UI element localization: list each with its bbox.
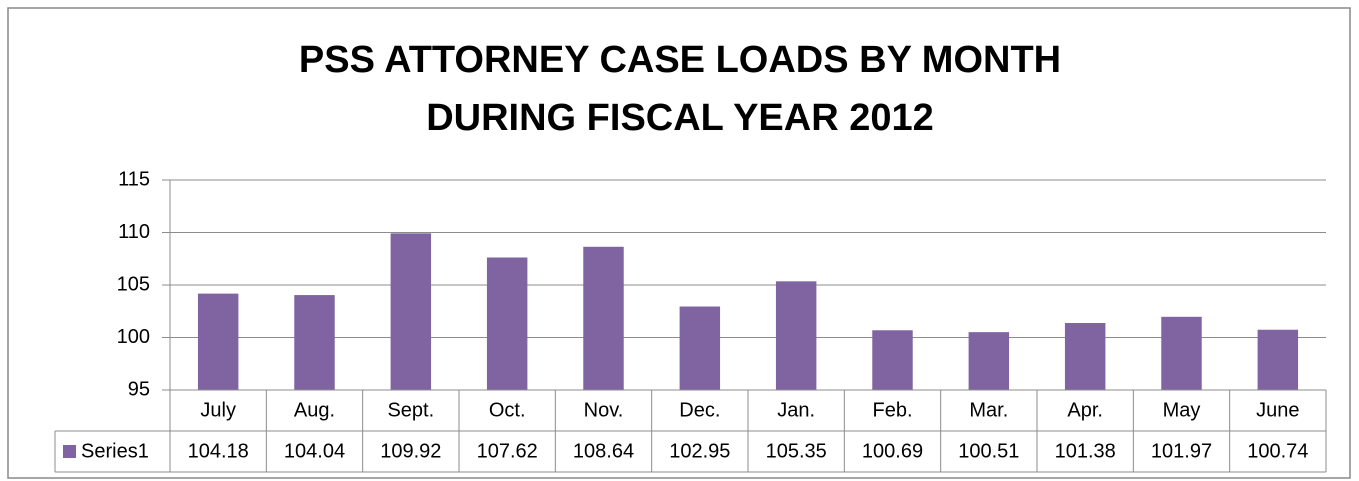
- x-tick-label: July: [200, 399, 236, 421]
- data-table-value: 100.74: [1247, 440, 1308, 462]
- x-tick-label: Apr.: [1067, 399, 1103, 421]
- x-tick-label: Jan.: [777, 399, 815, 421]
- x-tick-label: Aug.: [294, 399, 335, 421]
- y-tick-label: 100: [117, 326, 150, 348]
- chart-title: PSS ATTORNEY CASE LOADS BY MONTH: [299, 39, 1061, 81]
- y-tick-label: 95: [128, 378, 150, 400]
- bar: [583, 246, 624, 390]
- data-table-value: 101.38: [1055, 440, 1116, 462]
- data-table-value: 108.64: [573, 440, 634, 462]
- chart-title: DURING FISCAL YEAR 2012: [426, 97, 934, 139]
- data-table-value: 104.18: [188, 440, 249, 462]
- data-table-value: 104.04: [284, 440, 345, 462]
- y-tick-label: 110: [118, 221, 150, 243]
- x-tick-label: June: [1256, 399, 1299, 421]
- chart-border: [7, 7, 1351, 479]
- legend-label: Series1: [81, 440, 149, 462]
- y-tick-label: 115: [118, 168, 150, 190]
- x-tick-label: Mar.: [969, 399, 1008, 421]
- bar: [1064, 323, 1106, 390]
- bar: [775, 281, 817, 390]
- data-table-value: 107.62: [477, 440, 538, 462]
- legend-key: [63, 445, 76, 458]
- bar: [486, 257, 528, 390]
- data-table-value: 109.92: [380, 440, 441, 462]
- data-table-value: 100.51: [958, 440, 1019, 462]
- bar: [968, 332, 1010, 390]
- bar: [390, 233, 432, 390]
- bar: [872, 330, 913, 390]
- bar: [1161, 316, 1202, 390]
- data-table-value: 105.35: [766, 440, 827, 462]
- data-table-value: 102.95: [669, 440, 730, 462]
- data-table-value: 100.69: [862, 440, 923, 462]
- y-tick-label: 105: [117, 273, 150, 295]
- x-tick-label: Feb.: [872, 399, 912, 421]
- x-tick-label: Sept.: [387, 399, 434, 421]
- bar: [294, 295, 335, 390]
- x-tick-label: May: [1163, 399, 1201, 421]
- bar: [1257, 329, 1299, 390]
- x-tick-label: Nov.: [584, 399, 624, 421]
- bar: [679, 306, 721, 390]
- data-table-value: 101.97: [1151, 440, 1212, 462]
- x-tick-label: Oct.: [489, 399, 526, 421]
- x-tick-label: Dec.: [679, 399, 720, 421]
- bar: [197, 293, 239, 390]
